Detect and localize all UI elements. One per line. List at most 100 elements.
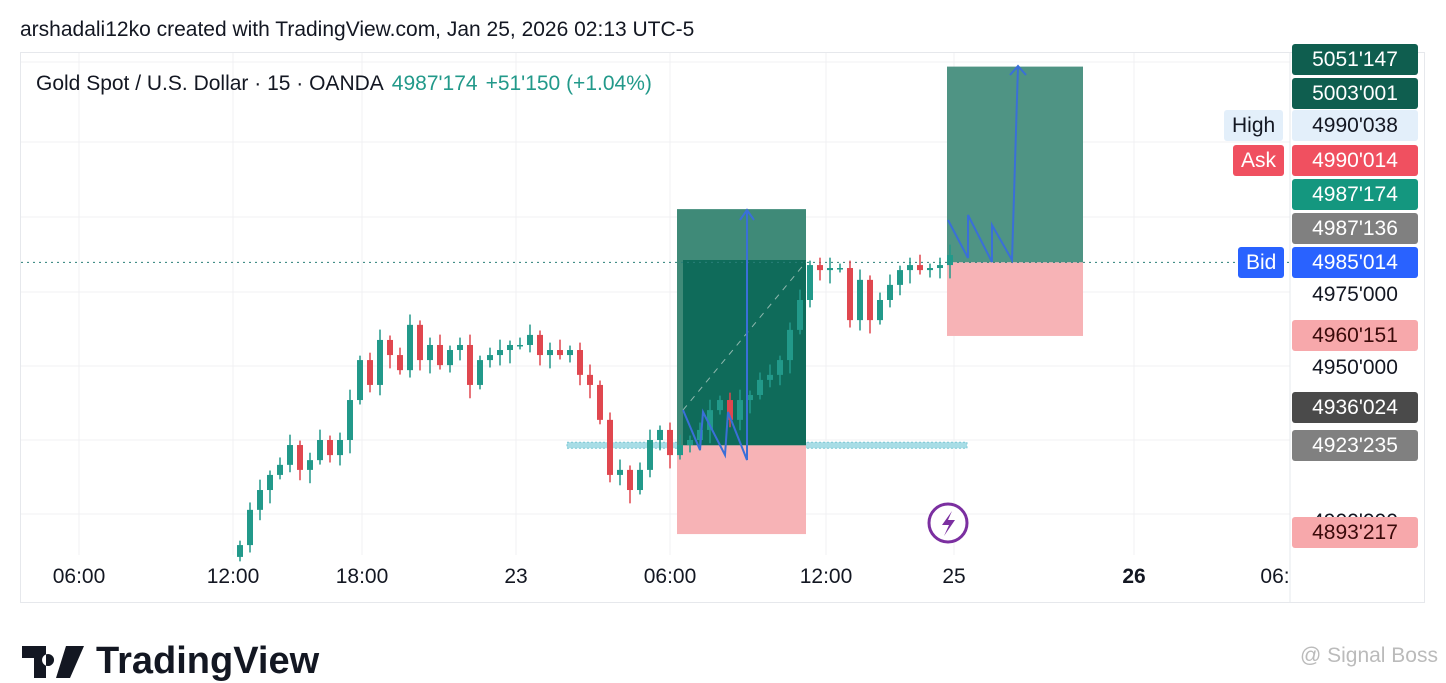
projection-path-2 — [947, 65, 1019, 264]
candle-body — [667, 429, 673, 456]
price-label: 4936'024 — [1292, 392, 1418, 423]
price-label: 4893'217 — [1292, 517, 1418, 548]
candle-body — [267, 474, 273, 491]
candle-body — [727, 400, 733, 420]
candle-body — [337, 440, 343, 456]
price-label: 5051'147 — [1292, 44, 1418, 75]
candle-body — [807, 265, 813, 300]
arrowhead-icon — [1009, 64, 1027, 76]
candle-body — [587, 374, 593, 385]
candle-body — [487, 355, 493, 361]
candle-body — [927, 268, 933, 271]
candle-body — [747, 395, 753, 401]
candle-body — [577, 350, 583, 375]
last-price: 4987'174 — [391, 72, 478, 95]
arrowhead-icon — [739, 208, 755, 221]
candle-body — [697, 429, 703, 440]
price-label: 5003'001 — [1292, 78, 1418, 109]
candle-body — [457, 344, 463, 351]
candle-body — [647, 440, 653, 470]
watermark: @ Signal Boss — [1299, 644, 1438, 667]
price-change: +51'150 (+1.04%) — [485, 72, 652, 95]
time-label: 06:00 — [52, 565, 106, 588]
candle-body — [837, 268, 843, 270]
candle-body — [657, 429, 663, 440]
chart-frame — [20, 52, 1425, 603]
candle-body — [537, 334, 543, 356]
candle-body — [357, 360, 363, 401]
candle-body — [767, 374, 773, 380]
candle-body — [447, 350, 453, 366]
candle-body — [567, 350, 573, 356]
candle-body — [397, 355, 403, 371]
candle-body — [677, 445, 683, 456]
bid-tag: Bid — [1238, 247, 1285, 278]
price-label: 4923'235 — [1292, 430, 1418, 461]
candle-body — [477, 360, 483, 385]
candle-body — [787, 329, 793, 361]
candle-body — [607, 419, 613, 475]
candle-body — [387, 339, 393, 356]
lightning-bolt-icon — [942, 511, 955, 536]
candle-body — [637, 469, 643, 491]
candle-body — [507, 344, 513, 351]
price-label: 4960'151 — [1292, 320, 1418, 351]
candle-body — [887, 284, 893, 300]
candle-body — [737, 400, 743, 420]
candle-body — [287, 445, 293, 465]
projection-path-1 — [682, 210, 748, 461]
candle-body — [867, 279, 873, 321]
symbol-name: Gold Spot / U.S. Dollar · 15 · OANDA — [36, 72, 384, 95]
candle-body — [847, 268, 853, 321]
position-loss-zone — [947, 262, 1083, 336]
position-loss-zone — [677, 445, 806, 535]
candle-body — [437, 344, 443, 366]
candle-body — [247, 509, 253, 546]
time-label: 18:00 — [335, 565, 389, 588]
time-label: 12:00 — [206, 565, 260, 588]
candle-body — [317, 440, 323, 461]
candle-body — [497, 350, 503, 356]
price-label: 4987'174 — [1292, 179, 1418, 210]
price-label: 4950'000 — [1312, 356, 1398, 379]
high-tag: High — [1224, 110, 1284, 141]
candle-body — [517, 344, 523, 347]
candle-body — [627, 469, 633, 491]
candle-body — [427, 344, 433, 361]
price-label: 4990'038 — [1292, 110, 1418, 141]
price-label: 4975'000 — [1312, 283, 1398, 306]
candle-body — [947, 255, 953, 266]
candle-body — [367, 360, 373, 385]
candle-body — [707, 410, 713, 430]
candle-body — [237, 545, 243, 557]
candle-body — [467, 344, 473, 385]
candle-body — [347, 400, 353, 440]
price-label: 4900'000 — [1292, 506, 1418, 520]
time-label: 26 — [1122, 565, 1146, 588]
tradingview-logo-icon — [22, 645, 84, 678]
trend-dashed-line — [682, 261, 807, 411]
candle-body — [937, 265, 943, 269]
price-label: 4985'014 — [1292, 247, 1418, 278]
candle-body — [687, 440, 693, 446]
price-label: 4990'014 — [1292, 145, 1418, 176]
candle-body — [417, 324, 423, 361]
candle-body — [917, 265, 923, 271]
candle-body — [717, 400, 723, 411]
time-label: 25 — [942, 565, 966, 588]
time-label: 06: — [1260, 565, 1290, 588]
tradingview-logo: TradingView — [22, 640, 319, 683]
candle-body — [547, 350, 553, 356]
candle-body — [407, 324, 413, 371]
candle-body — [307, 460, 313, 470]
candle-body — [297, 445, 303, 470]
candle-body — [797, 299, 803, 330]
symbol-legend: Gold Spot / U.S. Dollar · 15 · OANDA 4987… — [36, 72, 652, 96]
candle-body — [327, 440, 333, 456]
candle-body — [777, 360, 783, 375]
candle-body — [897, 270, 903, 285]
candle-body — [827, 268, 833, 271]
candle-body — [557, 350, 563, 356]
candle-body — [817, 265, 823, 271]
